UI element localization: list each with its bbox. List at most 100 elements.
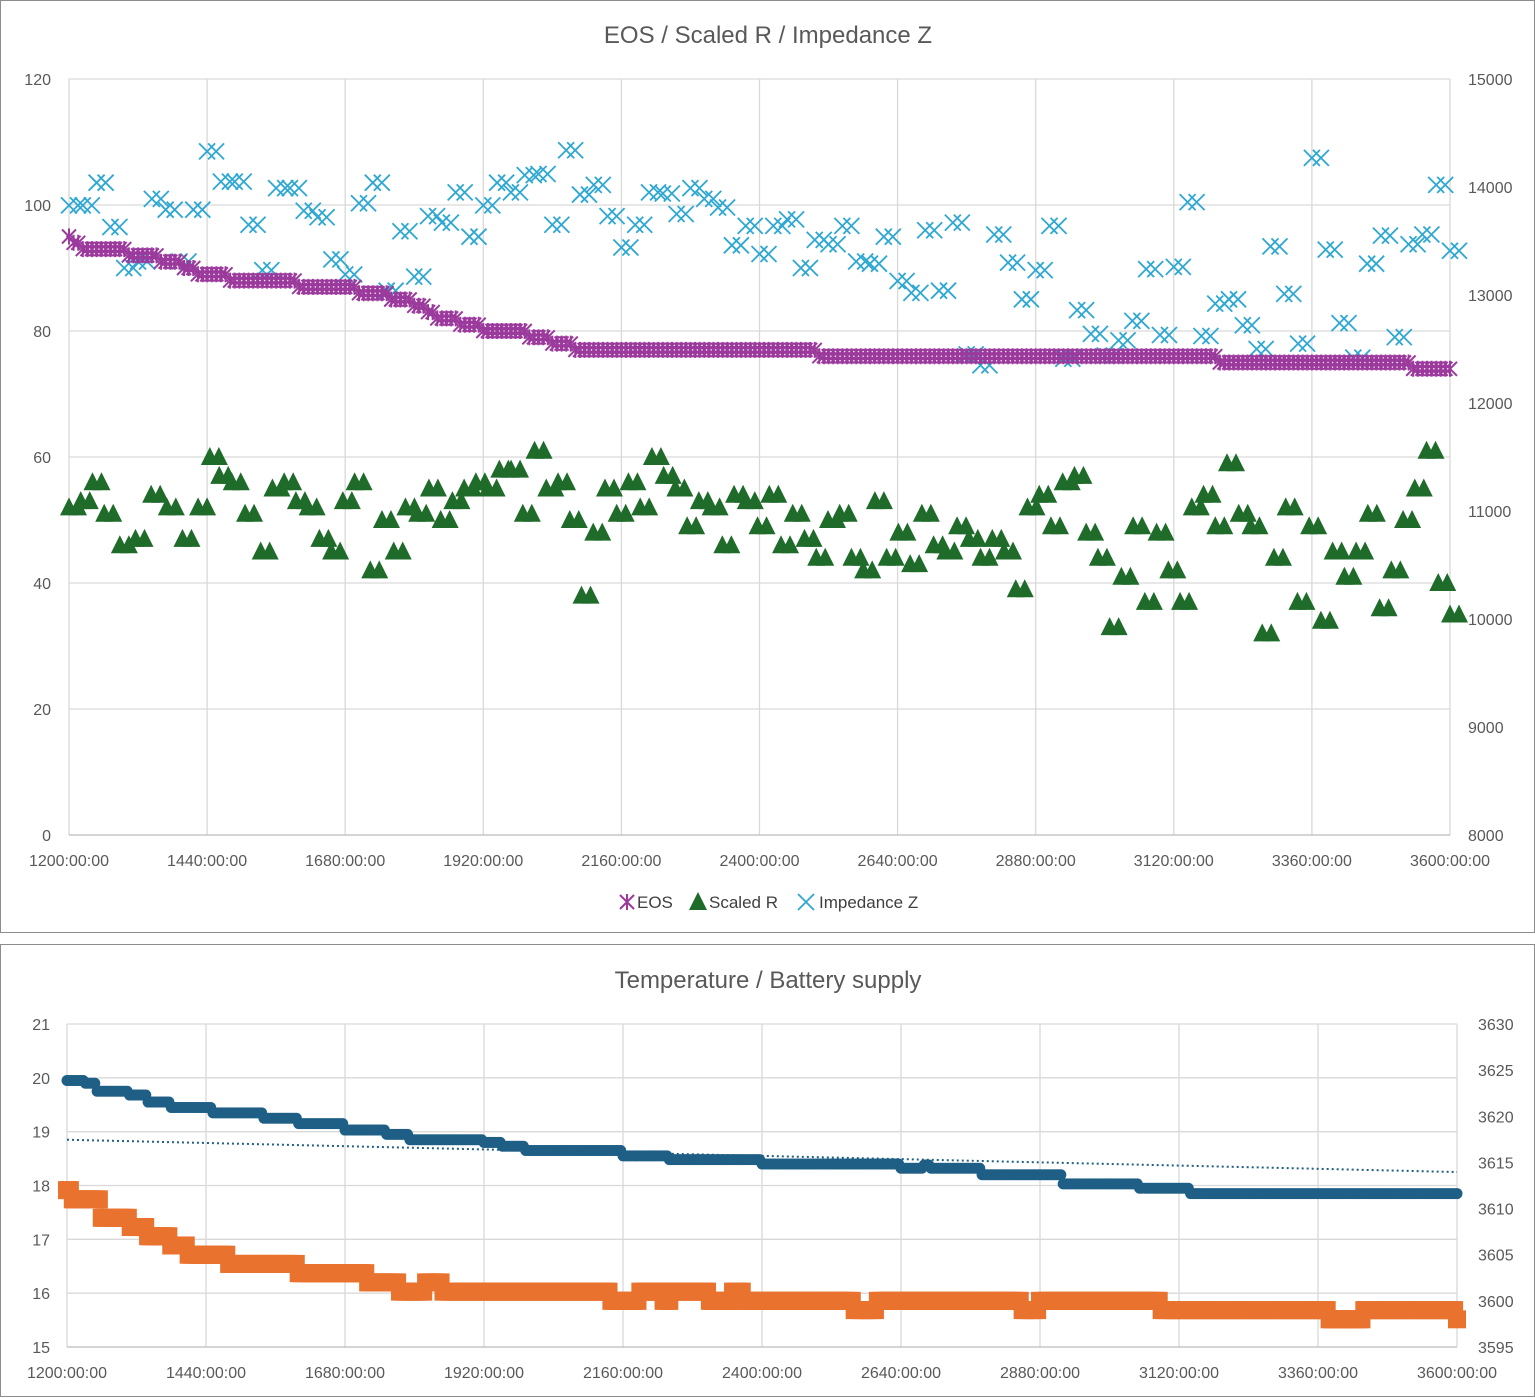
- impedance-z-point: [221, 172, 239, 191]
- impedance-z-point: [433, 214, 451, 232]
- impedance-z-point: [322, 250, 341, 268]
- y-right-tick-label: 8000: [1468, 828, 1504, 845]
- impedance-z-point: [276, 179, 294, 197]
- impedance-z-point: [212, 172, 230, 191]
- impedance-z-point: [861, 255, 879, 273]
- impedance-z-point: [83, 196, 101, 214]
- impedance-z-point: [101, 218, 120, 236]
- impedance-z-point: [1077, 301, 1095, 319]
- impedance-z-point: [248, 216, 267, 234]
- x-tick-label: 3360:00:00: [1272, 853, 1352, 870]
- scaled-r-point: [1344, 566, 1363, 585]
- y-left-tick-label: 18: [32, 1179, 50, 1196]
- impedance-z-point: [585, 176, 603, 194]
- impedance-z-point: [635, 216, 653, 234]
- impedance-z-point: [870, 255, 888, 273]
- legend: EOS Scaled R Impedance Z: [619, 892, 918, 912]
- legend-label-impedance-z: Impedance Z: [819, 893, 918, 912]
- scaled-r-point: [307, 497, 326, 516]
- scaled-r-point: [1238, 503, 1257, 522]
- impedance-z-point: [317, 208, 336, 226]
- impedance-z-point: [557, 141, 575, 159]
- x-tick-label: 2640:00:00: [858, 853, 938, 870]
- impedance-z-point: [110, 218, 129, 236]
- impedance-z-point: [157, 201, 175, 219]
- impedance-z-point: [1013, 290, 1031, 308]
- impedance-z-point: [373, 174, 391, 192]
- scaled-r-point: [1426, 440, 1445, 459]
- impedance-z-point: [709, 198, 727, 217]
- scaled-r-point: [1039, 484, 1058, 503]
- scaled-r-point: [1215, 516, 1234, 535]
- y-right-tick-label: 3625: [1478, 1063, 1514, 1080]
- scaled-r-point: [1367, 503, 1386, 522]
- impedance-z-point: [96, 174, 115, 192]
- impedance-z-point: [580, 185, 598, 204]
- scaled-r-point: [1004, 541, 1023, 560]
- impedance-z-point: [1082, 325, 1100, 343]
- scaled-r-point: [534, 440, 553, 459]
- scaled-r-point: [898, 522, 917, 541]
- impedance-z-point: [842, 217, 860, 235]
- scaled-r-point: [804, 528, 823, 547]
- scaled-r-point: [440, 510, 459, 528]
- scaled-r-point: [1250, 516, 1269, 535]
- impedance-z-point: [143, 190, 161, 208]
- scaled-r-point: [628, 472, 647, 491]
- impedance-z-point: [525, 166, 543, 184]
- x-tick-label: 1920:00:00: [444, 1365, 524, 1382]
- scaled-r-point: [1297, 591, 1316, 610]
- impedance-z-point: [828, 235, 847, 253]
- scaled-r-point: [104, 503, 123, 522]
- impedance-z-point: [571, 185, 589, 204]
- impedance-z-point: [750, 245, 769, 263]
- impedance-z-point: [400, 222, 419, 240]
- impedance-z-point: [797, 893, 815, 911]
- impedance-z-point: [1381, 226, 1399, 245]
- impedance-z-point: [1234, 316, 1252, 334]
- scaled-r-point: [231, 472, 250, 491]
- impedance-z-point: [649, 183, 667, 202]
- scaled-r-point: [1203, 484, 1222, 503]
- scaled-r-point: [1320, 610, 1339, 629]
- impedance-z-point: [1091, 325, 1109, 343]
- impedance-z-point: [1330, 314, 1349, 332]
- scaled-r-point: [640, 497, 659, 516]
- legend-label-eos: EOS: [637, 893, 673, 912]
- y-right-tick-label: 3630: [1478, 1017, 1514, 1034]
- impedance-z-point: [267, 179, 285, 197]
- scaled-r-point: [1356, 541, 1375, 560]
- scaled-r-point: [1285, 497, 1304, 516]
- impedance-z-point: [1413, 225, 1432, 244]
- y-left-tick-label: 40: [33, 576, 51, 593]
- impedance-z-point: [474, 196, 492, 214]
- impedance-z-point: [668, 205, 686, 223]
- scaled-r-point: [1191, 497, 1210, 516]
- impedance-z-point: [483, 196, 501, 214]
- eos-point: [619, 894, 635, 910]
- impedance-z-point: [598, 207, 617, 225]
- scaled-r-point: [874, 491, 893, 510]
- impedance-z-point: [543, 216, 561, 234]
- scaled-r-point: [1109, 617, 1128, 636]
- scaled-r-point: [452, 491, 471, 510]
- x-tick-label: 2160:00:00: [583, 1365, 663, 1382]
- impedance-z-point: [718, 198, 736, 217]
- impedance-z-point: [704, 190, 722, 208]
- impedance-z-point: [1248, 340, 1266, 358]
- impedance-z-point: [1146, 260, 1164, 278]
- impedance-z-point: [1165, 258, 1183, 276]
- y-left-tick-label: 80: [33, 324, 51, 341]
- impedance-z-point: [621, 238, 640, 257]
- impedance-z-point: [469, 228, 488, 246]
- scaled-r-point: [1015, 579, 1034, 598]
- impedance-z-point: [806, 231, 824, 249]
- series-scaled-r: [60, 440, 1468, 642]
- scaled-r-point: [921, 503, 940, 522]
- impedance-z-point: [690, 179, 709, 197]
- scaled-r-point: [1227, 453, 1246, 472]
- impedance-z-point: [746, 217, 764, 235]
- impedance-z-point: [626, 216, 644, 234]
- impedance-z-point: [511, 183, 529, 202]
- impedance-z-point: [911, 284, 930, 302]
